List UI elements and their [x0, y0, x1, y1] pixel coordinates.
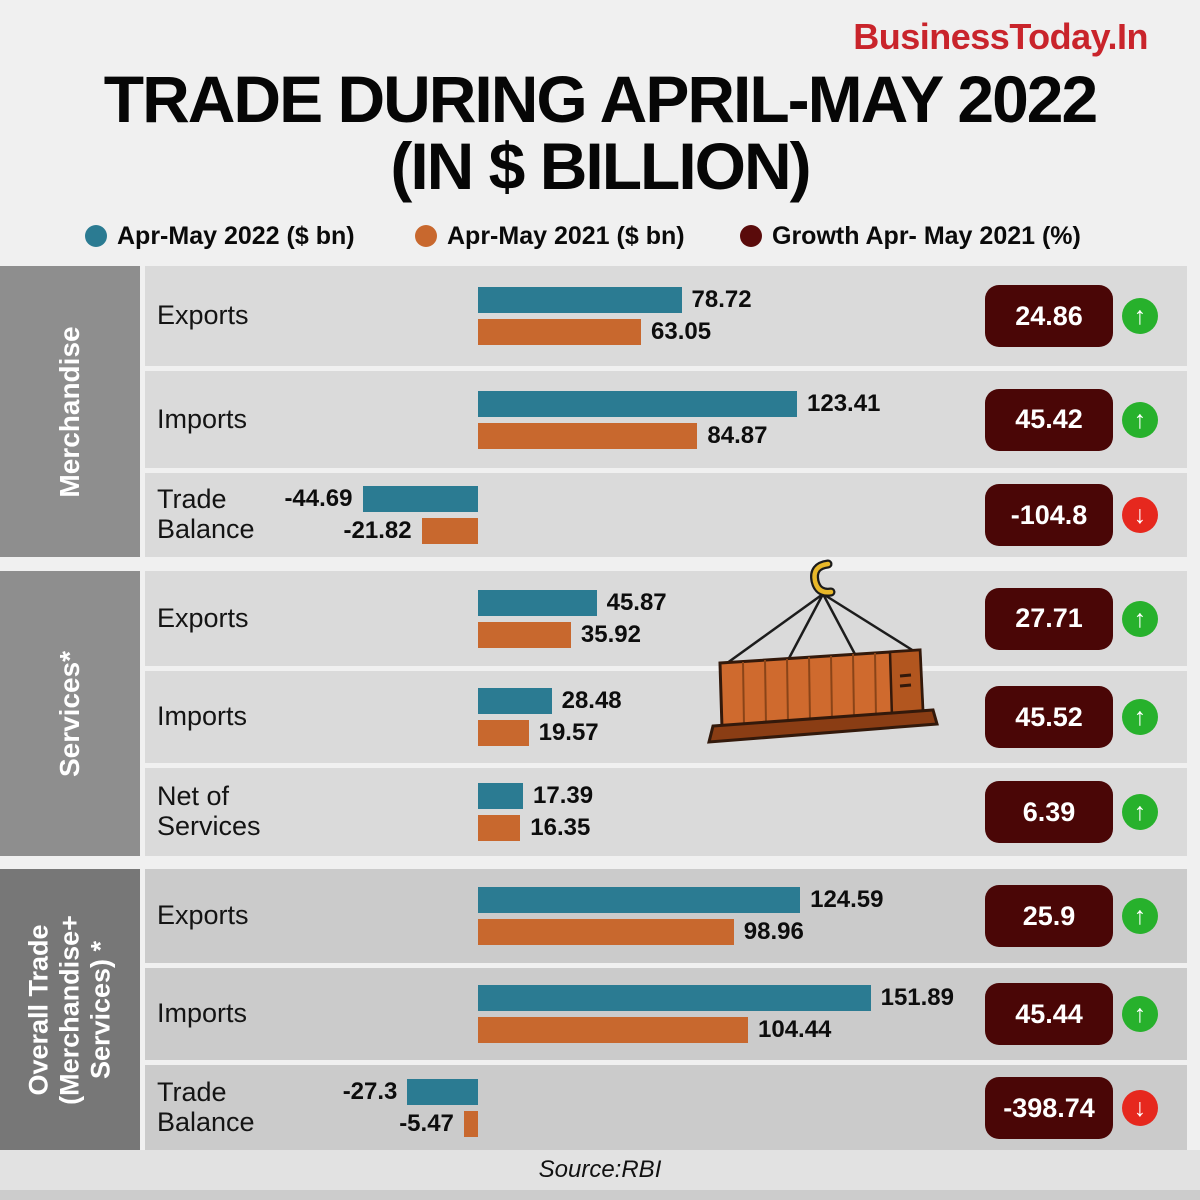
title-line1: TRADE DURING APRIL-MAY 2022	[103, 62, 1098, 136]
row-label: Exports	[157, 300, 249, 331]
growth-direction-icon: ↓	[1122, 1090, 1158, 1126]
bar-value-2022: 123.41	[807, 389, 881, 417]
bar-value-2021: -21.82	[343, 517, 412, 544]
growth-direction-icon: ↑	[1122, 699, 1158, 735]
bar-value-2021: 35.92	[580, 620, 641, 648]
row-overall-exports: Exports 124.59 98.96 25.9 ↑	[145, 869, 1187, 963]
growth-badge: 45.44	[985, 983, 1113, 1045]
growth-badge: 45.52	[985, 686, 1113, 748]
legend-item-2022: Apr-May 2022 ($ bn)	[85, 218, 355, 254]
bar-apr-may-2022	[478, 783, 523, 809]
bar-apr-may-2022	[478, 985, 871, 1011]
page-title: TRADE DURING APRIL-MAY 2022 (IN $ BILLIO…	[0, 62, 1200, 204]
bar-apr-may-2022	[407, 1079, 478, 1105]
legend-item-2021: Apr-May 2021 ($ bn)	[415, 218, 685, 254]
legend: Apr-May 2022 ($ bn) Apr-May 2021 ($ bn) …	[0, 218, 1200, 254]
bar-value-2021: 19.57	[538, 719, 599, 746]
bar-value-2022: 124.59	[810, 886, 884, 913]
growth-badge: 24.86	[985, 285, 1113, 347]
sidebar-overall-trade: Overall Trade (Merchandise+ Services) *	[0, 869, 140, 1151]
bar-value-2021: -5.47	[399, 1110, 454, 1137]
bar-apr-may-2022	[478, 390, 797, 417]
sidebar-services: Services*	[0, 571, 140, 856]
growth-badge: -104.8	[985, 484, 1113, 546]
bar-value-2022: -44.69	[284, 485, 353, 512]
bar-value-2021: 104.44	[758, 1016, 832, 1043]
row-label: Trade Balance	[157, 484, 255, 544]
bar-apr-may-2021	[478, 919, 734, 945]
orange-dot-icon	[415, 225, 437, 247]
bar-apr-may-2021	[421, 518, 478, 544]
growth-direction-icon: ↑	[1122, 794, 1158, 830]
bar-apr-may-2021	[478, 621, 571, 648]
bar-apr-may-2021	[478, 422, 698, 449]
growth-badge: 25.9	[985, 885, 1113, 947]
bar-value-2022: -27.3	[342, 1078, 398, 1105]
bar-apr-may-2021	[478, 720, 529, 746]
sidebar-merchandise: Merchandise	[0, 266, 140, 557]
row-overall-trade-balance: Trade Balance -27.3 -5.47 -398.74 ↓	[145, 1065, 1187, 1151]
row-merchandise-exports: Exports 78.72 63.05 24.86 ↑	[145, 266, 1187, 366]
growth-direction-icon: ↑	[1122, 898, 1158, 934]
bar-apr-may-2021	[478, 815, 521, 841]
bottom-strip	[0, 1190, 1200, 1200]
row-merchandise-imports: Imports 123.41 84.87 45.42 ↑	[145, 371, 1187, 468]
row-merchandise-trade-balance: Trade Balance -44.69 -21.82 -104.8 ↓	[145, 473, 1187, 557]
bar-value-2022: 17.39	[533, 782, 594, 809]
bar-apr-may-2022	[362, 486, 478, 512]
bar-value-2021: 84.87	[707, 421, 768, 449]
growth-direction-icon: ↑	[1122, 996, 1158, 1032]
growth-direction-icon: ↓	[1122, 497, 1158, 533]
bar-value-2022: 28.48	[561, 687, 622, 714]
growth-badge: -398.74	[985, 1077, 1113, 1139]
growth-direction-icon: ↑	[1122, 600, 1158, 637]
growth-badge: 6.39	[985, 781, 1113, 843]
sidebar-merchandise-label: Merchandise	[53, 325, 85, 498]
row-label: Net of Services	[157, 781, 261, 841]
legend-label-2021: Apr-May 2021 ($ bn)	[447, 221, 685, 250]
row-services-exports: Exports 45.87 35.92 27.71 ↑	[145, 571, 1187, 666]
bar-apr-may-2022	[478, 688, 552, 714]
brand-logo: BusinessToday.In	[853, 16, 1148, 57]
source-credit: Source:RBI	[538, 1156, 662, 1183]
growth-direction-icon: ↑	[1122, 401, 1158, 438]
growth-badge: 45.42	[985, 388, 1113, 451]
bar-value-2021: 16.35	[530, 814, 591, 841]
bar-apr-may-2022	[478, 887, 801, 913]
row-services-net-of-services: Net of Services 17.39 16.35 6.39 ↑	[145, 768, 1187, 856]
bar-apr-may-2021	[463, 1111, 478, 1137]
bar-value-2022: 45.87	[606, 588, 667, 616]
row-label: Trade Balance	[157, 1077, 255, 1137]
sidebar-services-label: Services*	[53, 650, 85, 777]
bar-value-2022: 78.72	[691, 286, 752, 313]
legend-label-2022: Apr-May 2022 ($ bn)	[117, 221, 355, 250]
row-label: Exports	[157, 900, 249, 931]
row-services-imports: Imports 28.48 19.57 45.52 ↑	[145, 671, 1187, 763]
row-label: Imports	[157, 403, 248, 434]
bar-apr-may-2021	[478, 1017, 748, 1043]
row-label: Imports	[157, 701, 248, 732]
legend-label-growth: Growth Apr- May 2021 (%)	[772, 221, 1081, 250]
bar-value-2021: 98.96	[743, 918, 804, 945]
bar-value-2021: 63.05	[651, 318, 712, 345]
row-overall-imports: Imports 151.89 104.44 45.44 ↑	[145, 968, 1187, 1060]
legend-item-growth: Growth Apr- May 2021 (%)	[740, 218, 1081, 254]
sidebar-overall-trade-label: Overall Trade (Merchandise+ Services) *	[23, 915, 116, 1105]
bar-apr-may-2022	[478, 589, 597, 616]
row-label: Exports	[157, 602, 249, 633]
teal-dot-icon	[85, 225, 107, 247]
growth-direction-icon: ↑	[1122, 298, 1158, 334]
bar-apr-may-2022	[478, 287, 682, 313]
maroon-dot-icon	[740, 225, 762, 247]
bar-value-2022: 151.89	[880, 984, 954, 1011]
row-label: Imports	[157, 998, 248, 1029]
bar-apr-may-2021	[478, 319, 641, 345]
title-line2: (IN $ BILLION)	[390, 129, 811, 204]
growth-badge: 27.71	[985, 587, 1113, 650]
